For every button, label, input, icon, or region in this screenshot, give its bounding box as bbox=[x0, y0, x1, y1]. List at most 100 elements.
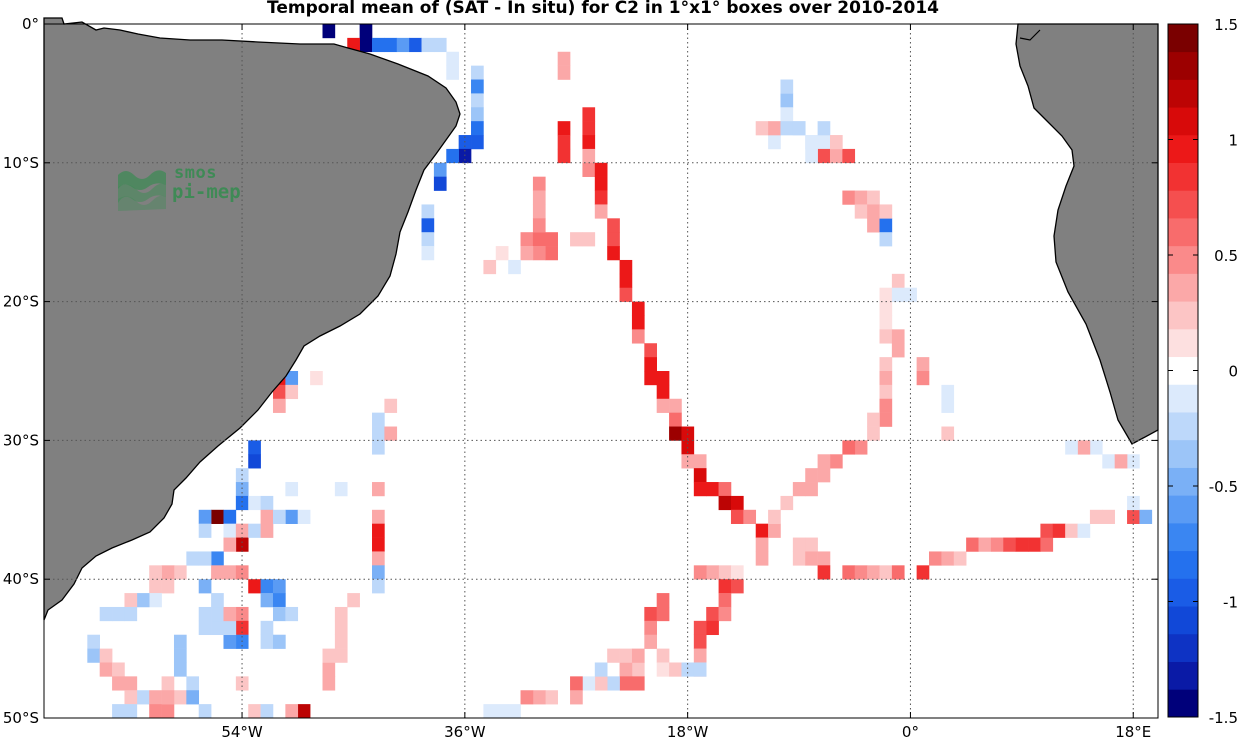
colorbar-swatch bbox=[1168, 689, 1198, 718]
data-cell bbox=[631, 662, 645, 677]
data-cell bbox=[1127, 509, 1140, 524]
data-cell bbox=[359, 24, 373, 39]
data-cell bbox=[124, 704, 138, 719]
data-cell bbox=[718, 495, 732, 511]
data-cell bbox=[879, 287, 893, 302]
data-cell bbox=[297, 509, 311, 524]
data-cell bbox=[891, 287, 905, 302]
data-cell bbox=[235, 565, 249, 580]
africa-bay-edge bbox=[1019, 29, 1041, 41]
data-cell bbox=[235, 523, 249, 538]
data-cell bbox=[867, 412, 880, 427]
data-cell bbox=[396, 37, 410, 53]
data-cell bbox=[879, 315, 893, 330]
data-cell bbox=[260, 593, 274, 608]
data-cell bbox=[644, 357, 657, 372]
data-cell bbox=[285, 384, 299, 400]
data-cell bbox=[161, 690, 175, 705]
data-cell bbox=[520, 232, 534, 247]
data-cell bbox=[669, 426, 682, 441]
data-cell bbox=[112, 676, 125, 691]
data-cell bbox=[867, 565, 880, 580]
data-cell bbox=[879, 412, 893, 427]
data-cell bbox=[372, 440, 385, 455]
data-cell bbox=[1114, 454, 1128, 469]
logo-text-line1: smos bbox=[174, 163, 217, 183]
data-cell bbox=[347, 593, 360, 608]
data-cell bbox=[817, 148, 831, 164]
data-cell bbox=[768, 135, 781, 150]
data-cell bbox=[334, 606, 348, 622]
data-cell bbox=[260, 523, 274, 538]
data-cell bbox=[433, 162, 447, 177]
data-cell bbox=[619, 676, 633, 691]
data-cell bbox=[631, 315, 645, 330]
data-cell bbox=[149, 593, 162, 608]
data-cell bbox=[582, 162, 596, 177]
data-cell bbox=[520, 246, 534, 261]
data-cell bbox=[186, 551, 200, 566]
data-cell bbox=[656, 398, 670, 413]
data-cell bbox=[644, 620, 657, 636]
colorbar-swatch bbox=[1168, 522, 1198, 552]
data-cell bbox=[433, 37, 447, 53]
data-cell bbox=[99, 662, 113, 677]
data-cell bbox=[805, 551, 818, 566]
data-cell bbox=[570, 690, 583, 705]
data-cell bbox=[854, 565, 868, 580]
data-cell bbox=[607, 218, 620, 233]
y-tick-label: 40°S bbox=[3, 570, 39, 588]
colorbar-tick-label: -1.5 bbox=[1209, 709, 1238, 727]
data-cell bbox=[768, 121, 781, 136]
data-cell bbox=[334, 634, 348, 649]
data-cell bbox=[607, 676, 620, 691]
data-cell bbox=[532, 190, 546, 205]
data-cell bbox=[285, 509, 299, 524]
data-cell bbox=[656, 606, 670, 622]
colorbar-tick-label: 1 bbox=[1228, 132, 1238, 150]
data-cell bbox=[173, 690, 187, 705]
data-cell bbox=[458, 148, 472, 164]
data-cell bbox=[136, 593, 150, 608]
colorbar-swatch bbox=[1168, 190, 1198, 219]
data-cell bbox=[792, 121, 806, 136]
data-cell bbox=[372, 37, 385, 53]
data-cell bbox=[842, 565, 856, 580]
data-cell bbox=[644, 371, 657, 386]
data-cell bbox=[594, 190, 608, 205]
data-cell bbox=[879, 565, 893, 580]
data-cell bbox=[136, 690, 150, 705]
data-cell bbox=[235, 482, 249, 497]
data-cell bbox=[198, 606, 212, 622]
data-cell bbox=[706, 620, 719, 636]
data-cell bbox=[619, 287, 633, 302]
data-cell bbox=[867, 426, 880, 441]
data-cell bbox=[990, 537, 1004, 552]
data-cell bbox=[805, 482, 818, 497]
data-cell bbox=[372, 551, 385, 566]
data-cell bbox=[272, 606, 286, 622]
data-cell bbox=[644, 634, 657, 649]
data-cell bbox=[223, 523, 237, 538]
data-cell bbox=[953, 551, 967, 566]
data-cell bbox=[173, 634, 187, 649]
data-cell bbox=[421, 232, 435, 247]
data-cell bbox=[805, 135, 818, 150]
data-cell bbox=[718, 565, 732, 580]
data-cell bbox=[1052, 523, 1066, 538]
data-cell bbox=[223, 634, 237, 649]
data-cell bbox=[260, 509, 274, 524]
colorbar-swatch bbox=[1168, 162, 1198, 191]
colorbar-swatch bbox=[1168, 384, 1198, 413]
data-cell bbox=[421, 37, 435, 53]
data-cell bbox=[916, 371, 930, 386]
data-cell bbox=[272, 384, 286, 400]
data-cell bbox=[879, 357, 893, 372]
data-cell bbox=[582, 676, 596, 691]
data-cell bbox=[891, 343, 905, 358]
data-cell bbox=[483, 259, 497, 275]
data-cell bbox=[186, 676, 200, 691]
data-cell bbox=[545, 690, 558, 705]
data-cell bbox=[792, 551, 806, 566]
